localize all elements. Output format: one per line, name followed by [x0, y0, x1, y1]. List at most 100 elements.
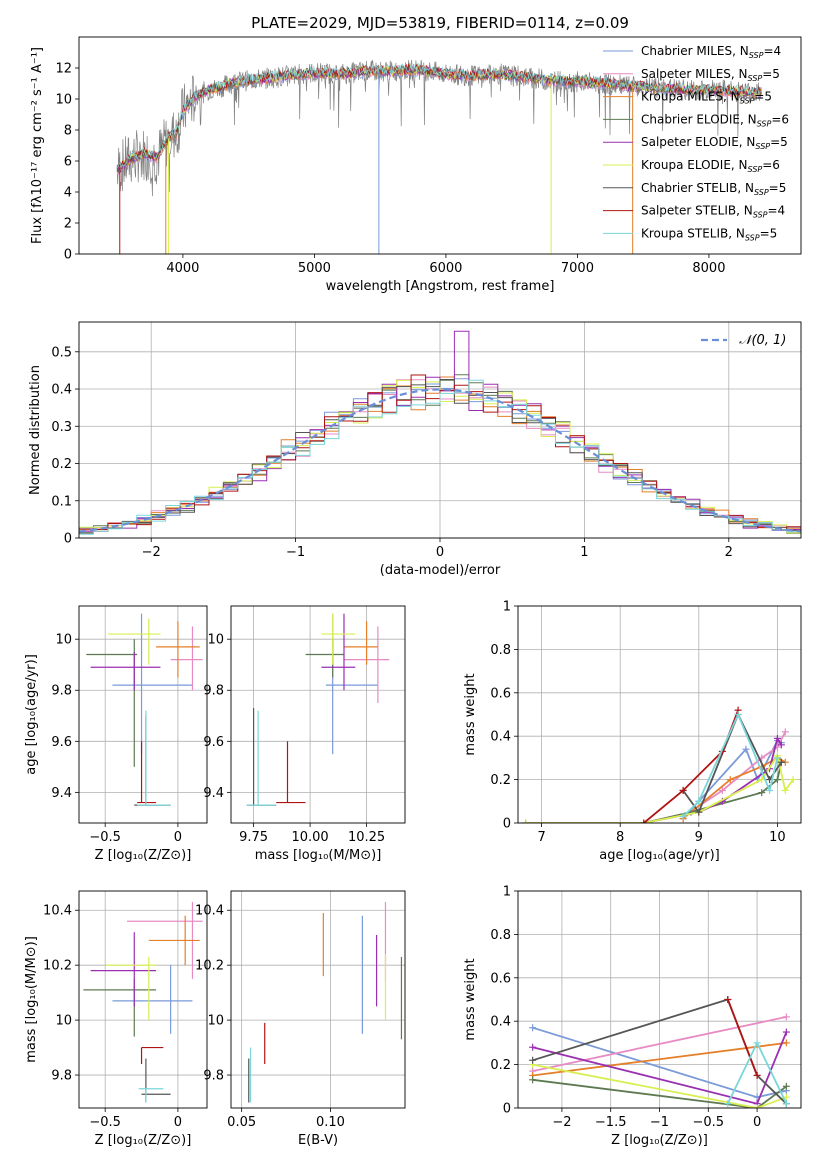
axes-frame: [78, 605, 208, 824]
legend-value: =4: [767, 204, 785, 218]
weight-line-kroupa_miles: [532, 1042, 787, 1077]
weight-line-salpeter_stelib: [643, 709, 739, 823]
legend-value: =5: [760, 226, 778, 240]
y-tick-label: 0.1: [51, 494, 72, 509]
histogram-kroupa_stelib: [79, 379, 801, 535]
y-tick-label: 0: [64, 532, 72, 547]
y-axis-label: mass weight: [463, 673, 478, 755]
legend-label: Salpeter ELODIE, NSSP=5: [641, 135, 788, 151]
x-axis-label: age [log₁₀(age/yr)]: [599, 848, 720, 863]
x-tick-label: 10: [769, 830, 786, 845]
legend-subscript: SSP: [753, 211, 768, 220]
axes-frame: [230, 605, 406, 824]
axes-frame: [78, 321, 802, 539]
y-tick-label: 12: [55, 62, 72, 77]
weight-line-kroupa_elodie: [532, 1063, 787, 1108]
legend-subscript: SSP: [757, 119, 772, 128]
x-tick-label: 10.25: [348, 830, 385, 845]
y-tick-label: 1: [503, 885, 511, 900]
legend-text: Chabrier MILES, N: [641, 44, 749, 58]
legend-value: =4: [763, 44, 781, 58]
legend-text: Kroupa ELODIE, N: [641, 158, 748, 172]
figure-title: PLATE=2029, MJD=53819, FIBERID=0114, z=0…: [251, 14, 629, 32]
legend-text: Salpeter ELODIE, N: [641, 135, 755, 149]
y-tick-label: 8: [64, 124, 72, 139]
weight-line-salpeter_miles: [532, 1016, 787, 1072]
plot-area: [86, 613, 203, 806]
legend-label: Salpeter MILES, NSSP=5: [641, 67, 780, 83]
x-tick-label: −0.5: [89, 830, 121, 845]
model-spectrum-kroupa_stelib: [116, 62, 762, 169]
x-tick-label: 2: [725, 545, 733, 560]
legend-subscript: SSP: [748, 74, 763, 83]
y-tick-label: 10: [55, 93, 72, 108]
legend-label: Kroupa STELIB, NSSP=5: [641, 226, 777, 242]
x-tick-label: 10.00: [291, 830, 328, 845]
y-tick-label: 6: [64, 155, 72, 170]
legend-subscript: SSP: [754, 188, 769, 197]
y-tick-label: 0.6: [490, 686, 511, 701]
x-tick-label: 5000: [298, 261, 331, 276]
plot-area: [116, 59, 762, 254]
legend-text: Chabrier ELODIE, N: [641, 112, 757, 126]
y-tick-label: 1: [503, 600, 511, 615]
legend-label: Kroupa ELODIE, NSSP=6: [641, 158, 780, 174]
plot-area: [83, 901, 203, 1103]
legend-label: Chabrier STELIB, NSSP=5: [641, 181, 786, 197]
x-tick-label: 0: [174, 1115, 182, 1130]
model-spectrum-salpeter_stelib: [116, 63, 762, 169]
panel-age-vs-z: −0.5 0 9.4 9.6 9.8 10 Z [log₁₀(Z/Z⊙)] age [log₁…: [24, 605, 208, 863]
panel-residuals: −2 −1 0 1 2 0 0.1 0.2 0.3 0.4 0.5 (data-model)/erro…: [28, 321, 802, 578]
x-tick-label: −2: [552, 1115, 571, 1130]
y-tick-label: 9.8: [51, 684, 72, 699]
axes-frame: [78, 890, 208, 1109]
x-axis-label: (data-model)/error: [380, 563, 501, 578]
legend-subscript: SSP: [745, 233, 760, 242]
legend-text: Kroupa STELIB, N: [641, 226, 745, 240]
weight-line-chabrier_elodie: [525, 762, 783, 823]
plot-area: [529, 996, 790, 1108]
x-tick-label: 7000: [561, 261, 594, 276]
legend-label: Kroupa MILES, NSSP=5: [641, 90, 772, 106]
panel-z-weights: −2 −1.5 −1 −0.5 0 0 0.2 0.4 0.6 0.8 1 Z [log₁₀(Z/Z⊙…: [463, 885, 802, 1148]
legend-value: =5: [769, 181, 787, 195]
axes-frame: [78, 36, 802, 255]
y-tick-label: 0: [503, 817, 511, 832]
y-tick-label: 0.6: [490, 971, 511, 986]
y-tick-label: 10.2: [195, 959, 224, 974]
y-tick-label: 2: [64, 217, 72, 232]
x-tick-label: 0: [753, 1115, 761, 1130]
y-tick-label: 0.2: [51, 457, 72, 472]
legend-subscript: SSP: [748, 165, 763, 174]
x-tick-label: 9.75: [239, 830, 268, 845]
x-tick-label: 0.05: [227, 1115, 256, 1130]
x-tick-label: 8: [616, 830, 624, 845]
x-tick-label: 8000: [692, 261, 725, 276]
legend-subscript: SSP: [740, 97, 755, 106]
x-axis-label: wavelength [Angstrom, rest frame]: [326, 279, 555, 294]
x-tick-label: 0.10: [316, 1115, 345, 1130]
panel-age-vs-mass: 9.75 10.00 10.25 9.4 9.6 9.8 10 mass [log₁₀(M/M…: [203, 605, 406, 863]
x-tick-label: −0.5: [89, 1115, 121, 1130]
legend-text: Chabrier STELIB, N: [641, 181, 754, 195]
legend-text: Salpeter MILES, N: [641, 67, 748, 81]
y-axis-label: Normed distribution: [28, 365, 43, 495]
axes-frame: [517, 605, 802, 824]
y-axis-label: mass [log₁₀(M/M⊙)]: [24, 936, 39, 1063]
x-tick-label: 1: [580, 545, 588, 560]
x-tick-label: 0: [436, 545, 444, 560]
x-tick-label: −1.5: [595, 1115, 627, 1130]
y-tick-label: 10: [55, 633, 72, 648]
legend-subscript: SSP: [755, 142, 770, 151]
y-tick-label: 10: [55, 1014, 72, 1029]
y-tick-label: 0.8: [490, 928, 511, 943]
panel-spectrum: 4000 5000 6000 7000 8000 0 2 4 6 8 10 12 wavelength …: [30, 36, 802, 294]
y-tick-label: 0.4: [490, 730, 511, 745]
model-spectrum-chabrier_stelib: [116, 63, 762, 173]
x-tick-label: 4000: [166, 261, 199, 276]
y-axis-label: mass weight: [463, 958, 478, 1040]
y-tick-label: 10: [207, 633, 224, 648]
y-tick-label: 9.4: [203, 786, 224, 801]
y-tick-label: 0: [64, 248, 72, 263]
legend-label: Chabrier ELODIE, NSSP=6: [641, 112, 789, 128]
